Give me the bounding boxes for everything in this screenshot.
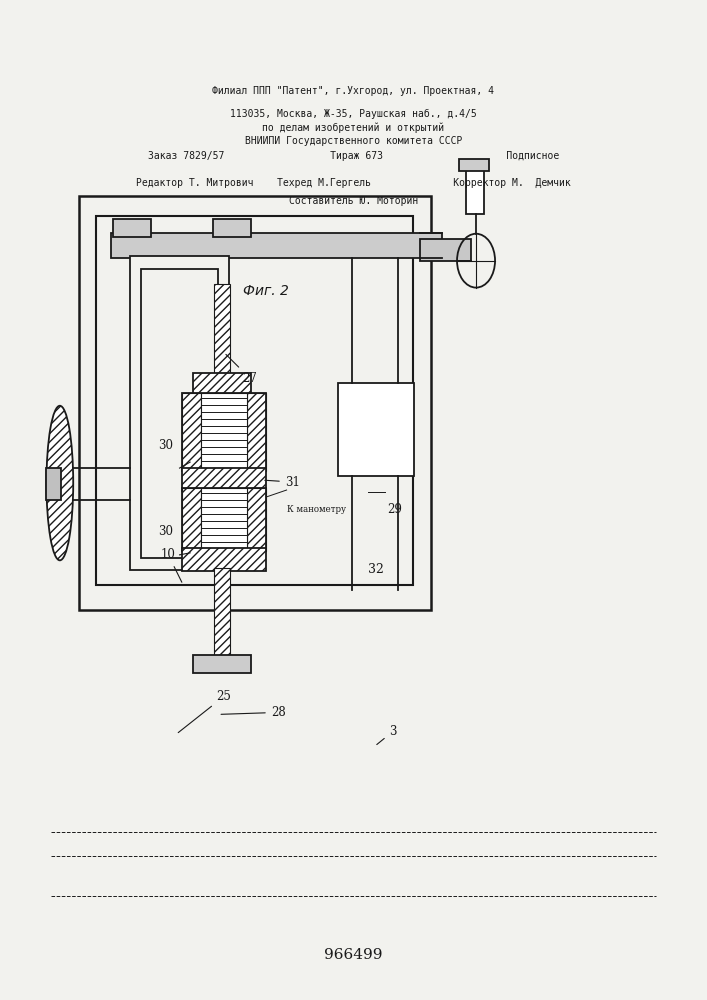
Text: К манометру: К манометру	[287, 505, 346, 514]
Text: 30: 30	[158, 439, 173, 452]
Bar	[182, 468, 266, 491]
Bar	[247, 488, 266, 551]
Text: Редактор Т. Митрович    Техред М.Гергель              Корректор М.  Демчик: Редактор Т. Митрович Техред М.Гергель Ко…	[136, 178, 571, 188]
Bar	[182, 548, 266, 571]
Bar	[141, 269, 218, 558]
Text: Филиал ППП "Патент", г.Ухгород, ул. Проектная, 4: Филиал ППП "Патент", г.Ухгород, ул. Прое…	[213, 86, 494, 96]
Bar	[193, 655, 252, 673]
Text: 30: 30	[158, 525, 173, 538]
Bar	[112, 219, 151, 237]
Text: 966499: 966499	[325, 948, 382, 962]
Text: 29: 29	[387, 503, 402, 516]
Bar	[213, 219, 252, 237]
Text: 28: 28	[221, 706, 286, 719]
Ellipse shape	[47, 406, 74, 560]
Bar	[193, 373, 252, 398]
Text: 32: 32	[368, 563, 384, 576]
Bar	[182, 393, 201, 471]
Bar	[214, 284, 230, 378]
Bar	[96, 216, 414, 585]
Text: по делам изобретений и открытий: по делам изобретений и открытий	[262, 123, 445, 133]
Bar	[110, 233, 442, 258]
Text: 10: 10	[161, 548, 182, 582]
Bar	[46, 468, 62, 500]
Bar	[130, 256, 229, 570]
Bar	[421, 239, 471, 261]
Text: 113035, Москва, Ж-35, Раушская наб., д.4/5: 113035, Москва, Ж-35, Раушская наб., д.4…	[230, 109, 477, 119]
Bar	[201, 488, 247, 551]
Bar	[459, 159, 489, 171]
Bar	[182, 393, 266, 471]
Text: 25: 25	[178, 690, 231, 733]
Text: 31: 31	[264, 476, 300, 489]
Text: ВНИИПИ Государственного комитета СССР: ВНИИПИ Государственного комитета СССР	[245, 136, 462, 146]
Bar	[247, 393, 266, 471]
Bar	[182, 488, 266, 551]
Bar	[466, 164, 484, 214]
Text: 27: 27	[226, 354, 257, 385]
Text: Составитель Ю. Моторин: Составитель Ю. Моторин	[289, 196, 418, 206]
Text: Фиг. 2: Фиг. 2	[243, 284, 289, 298]
Bar	[201, 393, 247, 471]
Bar	[182, 488, 201, 551]
Bar	[338, 383, 414, 476]
Text: Заказ 7829/57                  Тираж 673                     Подписное: Заказ 7829/57 Тираж 673 Подписное	[148, 151, 559, 161]
Bar	[79, 196, 431, 610]
Bar	[214, 568, 230, 658]
Text: 3: 3	[377, 725, 397, 745]
